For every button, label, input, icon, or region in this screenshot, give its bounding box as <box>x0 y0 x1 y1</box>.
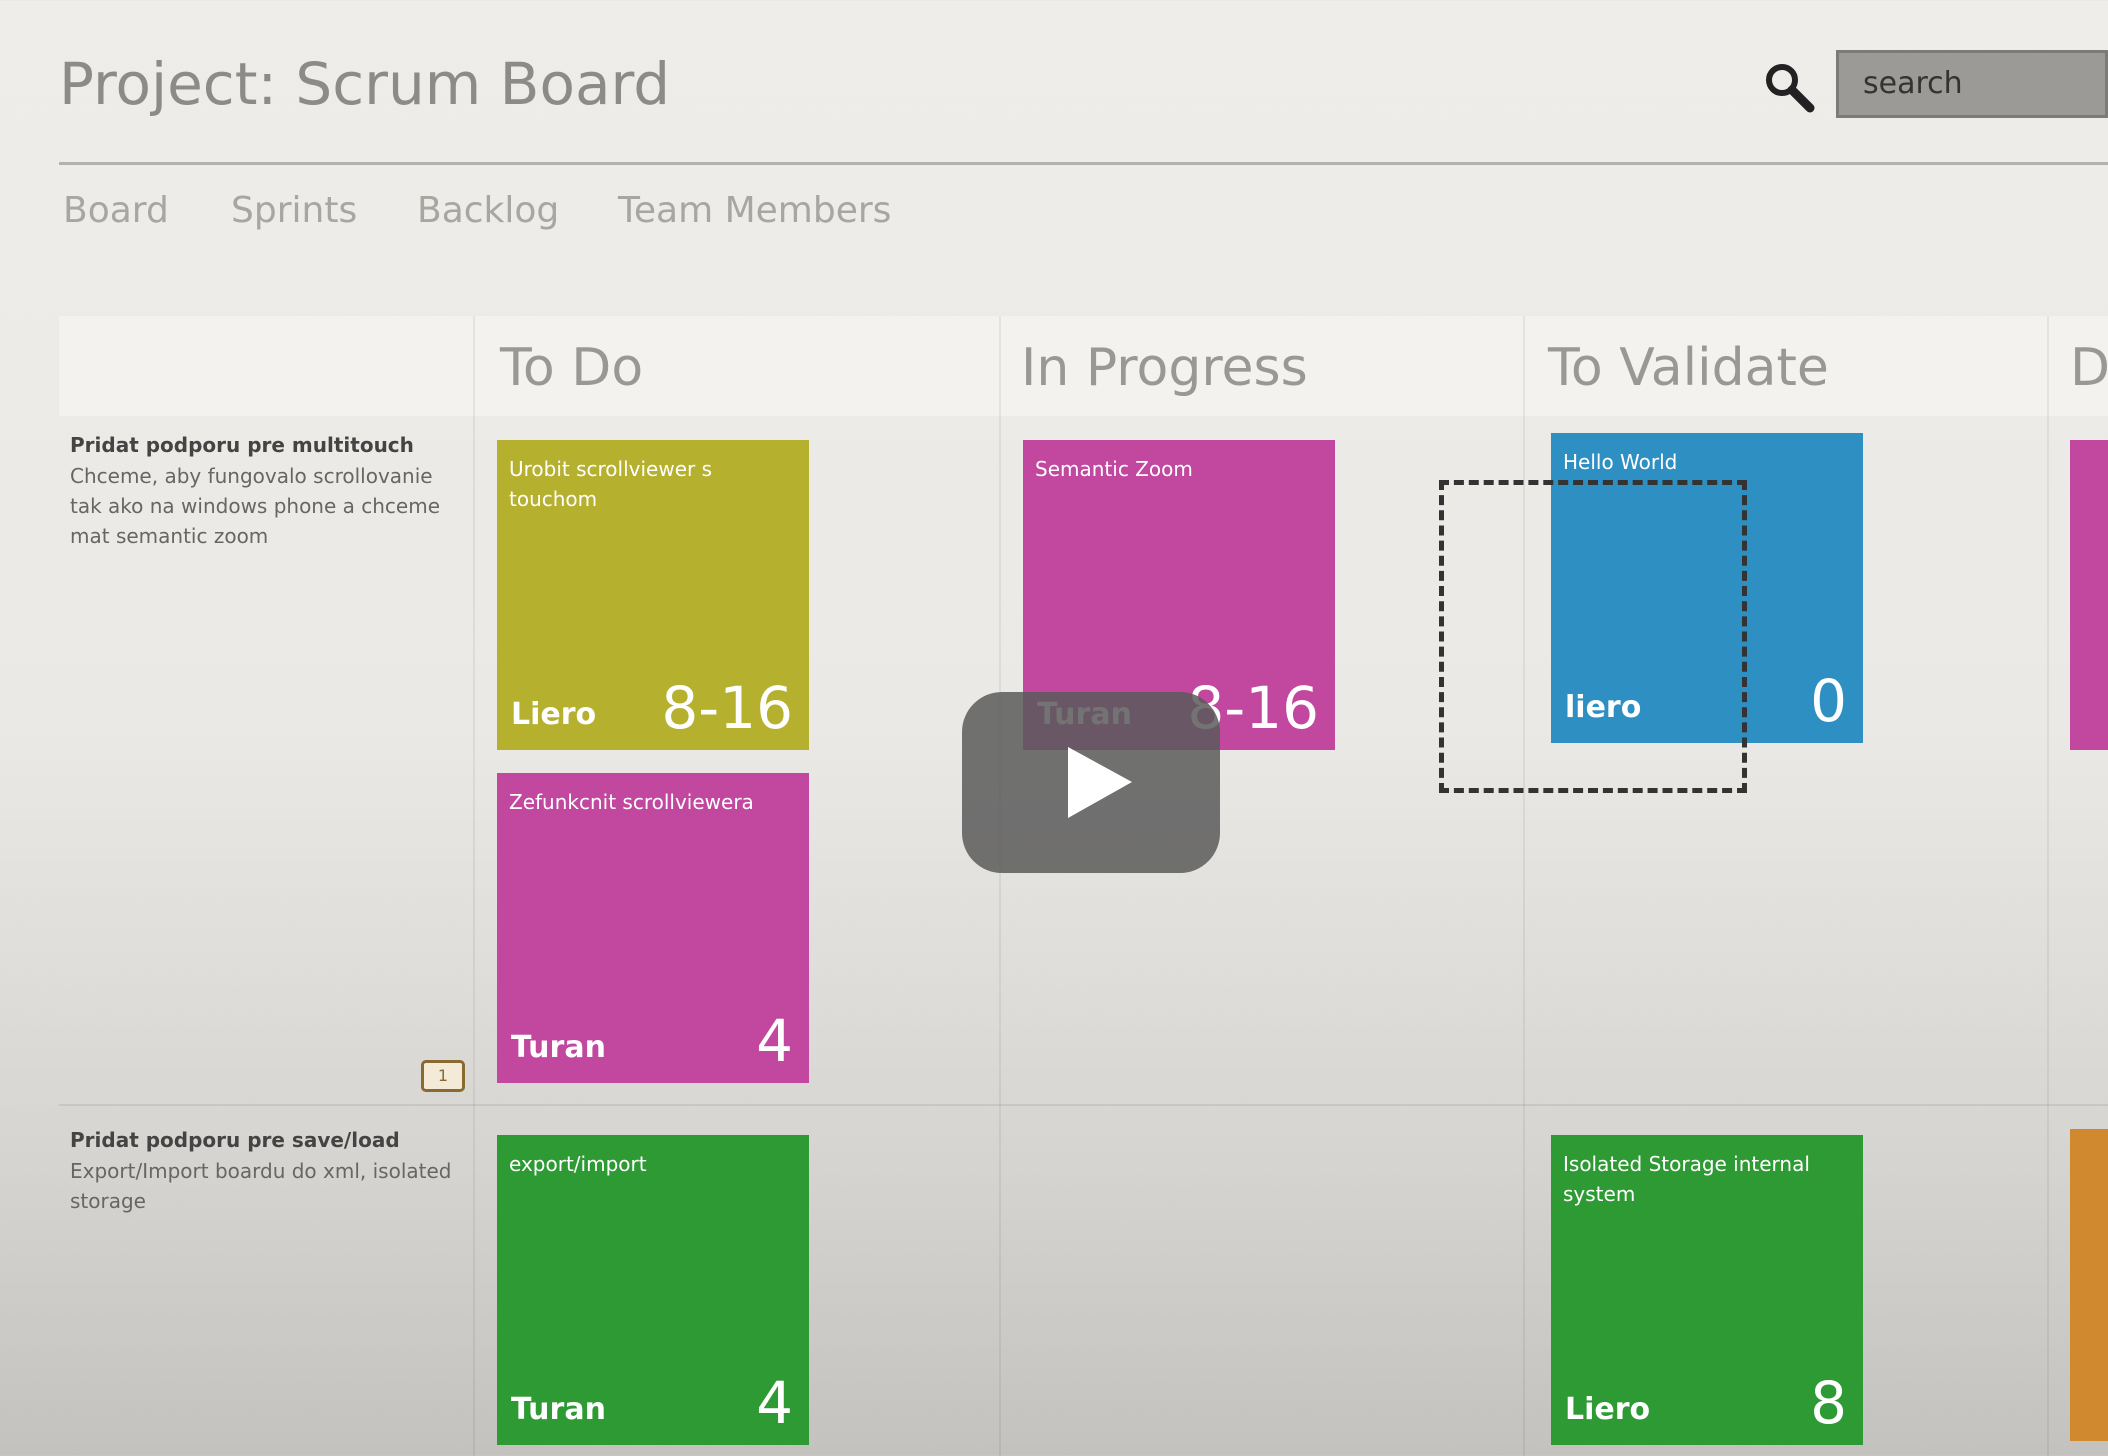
card-title: Isolated Storage internal system <box>1563 1152 1810 1206</box>
card-estimate: 8 <box>1810 1369 1847 1437</box>
row-description: Export/Import boardu do xml, isolated st… <box>70 1159 452 1213</box>
row-title: Pridat podporu pre multitouch <box>70 433 414 457</box>
page-title: Project: Scrum Board <box>59 50 671 118</box>
row-title: Pridat podporu pre save/load <box>70 1128 400 1152</box>
nav-tab[interactable]: Board <box>63 190 169 231</box>
task-card[interactable]: Zefunkcnit scrollviewera Turan 4 <box>497 773 809 1083</box>
card-title: Semantic Zoom <box>1035 457 1193 481</box>
column-header: To Validate <box>1548 338 1829 398</box>
column-divider <box>2047 316 2049 1456</box>
card-title: Zefunkcnit scrollviewera <box>509 790 754 814</box>
task-card[interactable]: Urobit scrollviewer s touchom Liero 8-16 <box>497 440 809 750</box>
search-icon[interactable] <box>1762 60 1816 114</box>
play-icon <box>1068 747 1132 818</box>
card-owner: Liero <box>1565 1392 1651 1427</box>
column-divider <box>473 316 475 1456</box>
nav-tab[interactable]: Team Members <box>618 190 892 231</box>
card-estimate: 4 <box>756 1369 793 1437</box>
board-header-row <box>59 316 2108 416</box>
play-button[interactable] <box>962 692 1220 873</box>
row-description: Chceme, aby fungovalo scrollovanie tak a… <box>70 464 441 548</box>
nav-tab[interactable]: Backlog <box>417 190 560 231</box>
column-divider <box>1523 316 1525 1456</box>
card-estimate: 8-16 <box>661 674 793 742</box>
card-partial <box>2070 440 2108 750</box>
card-estimate: 0 <box>1810 667 1847 735</box>
drop-placeholder <box>1439 480 1747 793</box>
card-partial <box>2070 1129 2108 1441</box>
column-divider <box>999 316 1001 1456</box>
column-header: Done <box>2070 338 2108 398</box>
card-owner: Turan <box>511 1030 606 1065</box>
task-card[interactable]: Isolated Storage internal system Liero 8 <box>1551 1135 1863 1445</box>
search-box[interactable]: search <box>1836 50 2108 118</box>
card-owner: liero <box>1565 690 1642 725</box>
nav-tab[interactable]: Sprints <box>231 190 358 231</box>
card-title: export/import <box>509 1152 647 1176</box>
row-divider <box>59 1104 2108 1106</box>
task-card[interactable]: export/import Turan 4 <box>497 1135 809 1445</box>
card-estimate: 4 <box>756 1007 793 1075</box>
column-header: In Progress <box>1021 338 1308 398</box>
card-title: Hello World <box>1563 450 1678 474</box>
comment-icon[interactable]: 1 <box>421 1060 465 1092</box>
card-owner: Turan <box>511 1392 606 1427</box>
separator <box>59 162 2108 165</box>
card-title: Urobit scrollviewer s touchom <box>509 457 713 511</box>
column-header: To Do <box>500 338 644 398</box>
card-owner: Liero <box>511 697 597 732</box>
